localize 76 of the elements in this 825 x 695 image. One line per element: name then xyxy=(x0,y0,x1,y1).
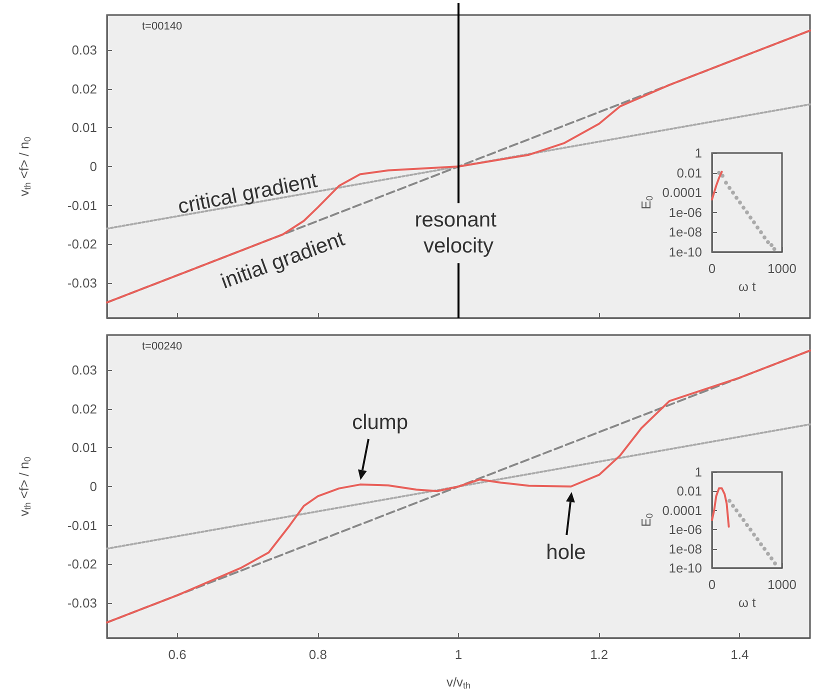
point xyxy=(752,532,756,537)
point xyxy=(759,230,763,234)
y-tick-label: -0.02 xyxy=(67,556,97,572)
point xyxy=(745,210,749,214)
y-tick-label: -0.03 xyxy=(67,276,97,291)
y-tick-label: 1e-08 xyxy=(668,224,702,240)
y-tick-label: 0.03 xyxy=(72,362,97,378)
y-tick-label: 0.01 xyxy=(72,440,97,456)
y-tick-label: 0.01 xyxy=(72,120,97,136)
y-tick-label: 1e-06 xyxy=(668,204,702,220)
y-tick-label: -0.02 xyxy=(67,236,97,252)
y-tick-label: 1e-10 xyxy=(668,244,702,260)
x-tick-label: 0.6 xyxy=(168,647,186,662)
y-tick-label: 1e-08 xyxy=(668,541,702,556)
point xyxy=(770,243,774,248)
y-tick-label: 0.03 xyxy=(72,42,97,58)
annotation: t=00240 xyxy=(142,340,182,352)
point xyxy=(772,247,776,252)
point xyxy=(766,552,770,556)
y-tick-label: 0.0001 xyxy=(662,185,702,200)
y-tick-label: 1 xyxy=(694,146,702,160)
y-tick-label: 0 xyxy=(90,479,97,494)
x-axis-title: ω t xyxy=(738,278,756,294)
y-tick-label: 0.0001 xyxy=(662,502,702,518)
point xyxy=(731,190,735,195)
point xyxy=(734,508,738,512)
y-tick-label: -0.03 xyxy=(67,596,97,611)
x-tick-label: 1 xyxy=(454,647,462,662)
y-tick-label: 1 xyxy=(694,464,702,480)
y-tick-label: 0.01 xyxy=(676,165,702,180)
point xyxy=(759,542,763,546)
annotation: hole xyxy=(546,541,586,564)
y-tick-label: 0.02 xyxy=(72,401,97,416)
annotation: clump xyxy=(352,411,408,434)
y-axis-title: E0 xyxy=(638,513,654,527)
annotation: t=00140 xyxy=(142,20,182,32)
point xyxy=(756,537,760,542)
y-tick-label: 1e-10 xyxy=(668,560,702,576)
point xyxy=(766,240,770,244)
x-tick-label: 1.4 xyxy=(730,647,749,662)
point xyxy=(773,561,777,566)
x-tick-label: 1000 xyxy=(768,577,796,592)
y-tick-label: 0 xyxy=(90,159,97,174)
x-tick-label: 0.8 xyxy=(308,647,327,662)
point xyxy=(762,546,766,551)
x-tick-label: 1000 xyxy=(768,261,796,276)
point xyxy=(752,220,756,224)
point xyxy=(728,498,732,503)
point xyxy=(728,186,732,190)
y-axis-title: vth <f> / n0 xyxy=(16,136,32,196)
point xyxy=(745,523,749,528)
y-tick-label: 0.01 xyxy=(676,484,702,499)
x-tick-label: 1.2 xyxy=(590,647,608,662)
line-series xyxy=(711,170,723,201)
y-tick-label: -0.01 xyxy=(67,198,97,213)
annotation: critical gradient xyxy=(176,168,320,219)
ref-line-label: resonant velocity xyxy=(414,208,502,258)
y-tick-label: 1e-06 xyxy=(668,522,702,538)
point xyxy=(742,206,746,210)
point xyxy=(738,200,742,204)
point xyxy=(748,216,752,220)
y-axis-title: E0 xyxy=(638,196,654,210)
point xyxy=(738,513,742,518)
point xyxy=(770,556,774,560)
point xyxy=(734,196,738,200)
point xyxy=(742,518,746,522)
y-tick-label: -0.01 xyxy=(67,518,97,533)
line-series xyxy=(711,487,730,528)
point xyxy=(756,225,760,230)
point xyxy=(762,235,766,240)
point xyxy=(731,504,735,508)
y-tick-label: 0.02 xyxy=(72,81,97,96)
point xyxy=(724,180,728,185)
point xyxy=(748,528,752,532)
y-axis-title: vth <f> / n0 xyxy=(16,456,32,516)
x-axis-title: ω t xyxy=(738,594,756,610)
